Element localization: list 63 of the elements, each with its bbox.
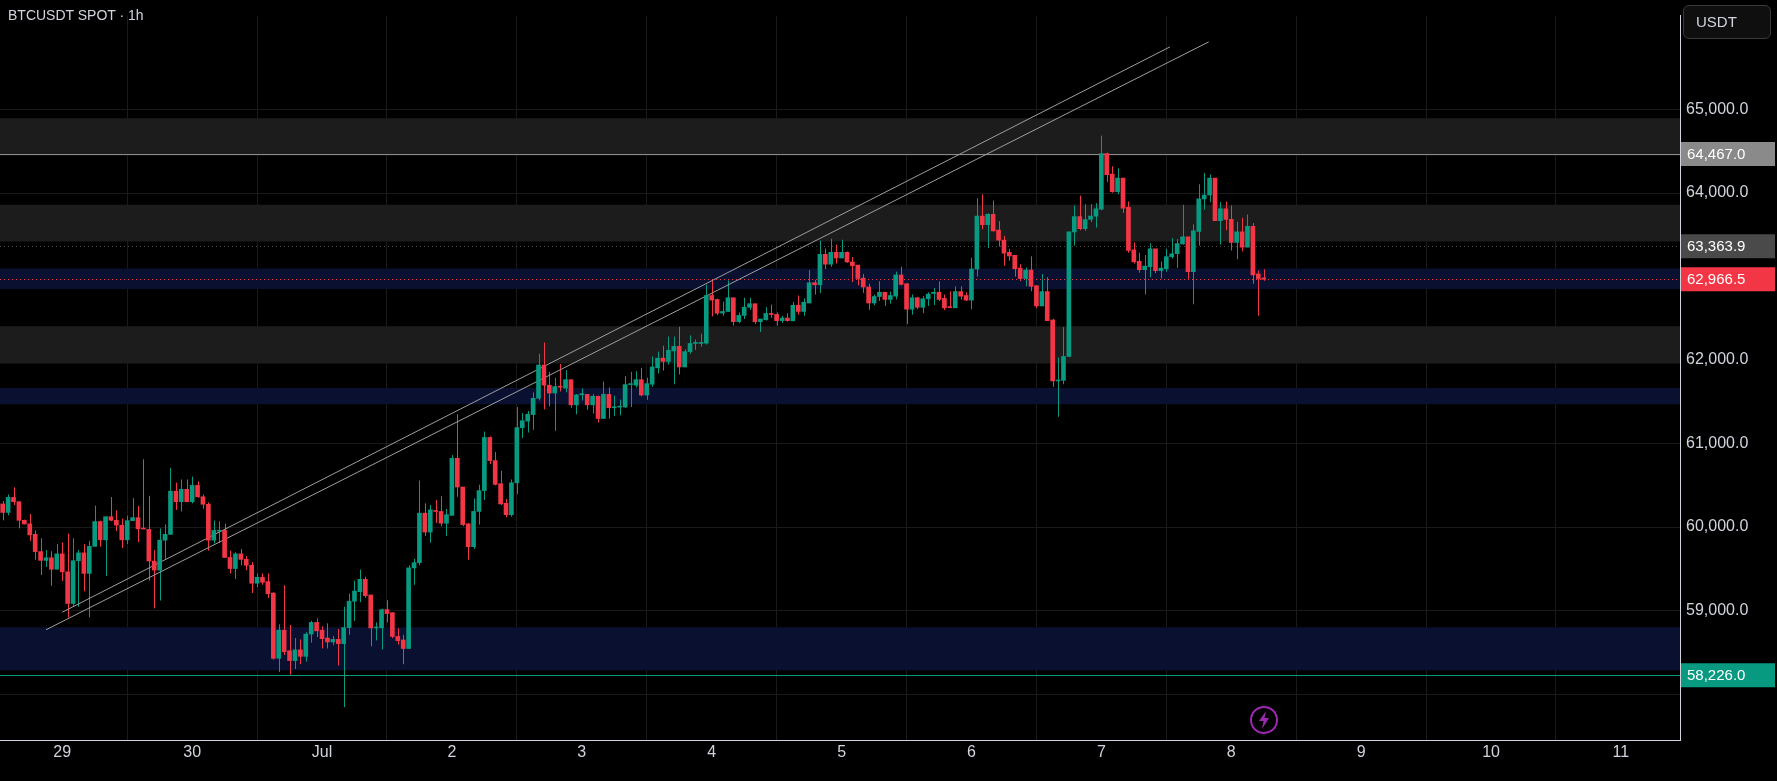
candlestick (49, 550, 54, 587)
ref-line-label: 64,467.0 (1687, 145, 1746, 163)
candlestick (909, 294, 915, 316)
ref-line-label: 63,363.9 (1687, 237, 1746, 255)
candlestick (639, 367, 644, 397)
candlestick (1023, 266, 1028, 287)
candlestick (676, 326, 682, 375)
candlestick (292, 637, 298, 670)
candlestick (590, 393, 595, 415)
candlestick (1218, 201, 1223, 246)
x-tick-label: 9 (1356, 743, 1366, 761)
candlestick (1201, 172, 1207, 211)
candlestick (557, 363, 563, 392)
ref-line-label: 62,966.5 (1687, 270, 1746, 288)
y-tick-label: 62,000.0 (1686, 350, 1749, 368)
candlestick (1071, 204, 1077, 247)
x-tick-label: 3 (577, 743, 587, 761)
ref-line-label: 58,226.0 (1687, 666, 1746, 684)
y-tick-label: 60,000.0 (1686, 517, 1749, 535)
candlestick (1245, 214, 1250, 248)
x-tick-label: Jul (311, 743, 333, 761)
candlestick (0, 500, 6, 521)
candlestick (1207, 173, 1212, 203)
y-tick-label: 61,000.0 (1686, 433, 1749, 451)
y-tick-label: 64,000.0 (1686, 183, 1749, 201)
candlestick (563, 369, 568, 393)
candlestick (119, 518, 125, 549)
candlestick (1077, 195, 1083, 231)
x-tick-label: 2 (447, 743, 457, 761)
candlestick (1234, 221, 1239, 260)
candlestick (1228, 204, 1234, 251)
candlestick (828, 238, 834, 268)
x-tick-label: 7 (1096, 743, 1106, 761)
x-tick-label: 29 (53, 743, 72, 761)
x-tick-label: 11 (1612, 743, 1630, 761)
candlestick (574, 393, 579, 415)
candlestick (985, 212, 991, 249)
x-tick-label: 30 (183, 743, 202, 761)
y-tick-label: 65,000.0 (1686, 99, 1749, 117)
candlestick (1136, 252, 1142, 274)
candlestick (298, 638, 303, 665)
candlestick (979, 193, 985, 230)
candlestick (1115, 167, 1120, 195)
candlestick (308, 620, 314, 644)
candlestick (303, 631, 309, 663)
x-tick-label: 5 (837, 743, 847, 761)
candlestick (795, 295, 801, 316)
candlestick (552, 377, 558, 432)
y-tick-label: 59,000.0 (1686, 600, 1749, 618)
candlestick (823, 247, 828, 270)
candlestick (1039, 273, 1045, 307)
x-tick-label: 10 (1482, 743, 1501, 761)
chart-title: BTCUSDT SPOT · 1h (8, 7, 144, 23)
candlestick (103, 516, 108, 577)
candlestick (233, 551, 238, 580)
x-tick-label: 8 (1226, 743, 1236, 761)
candlestick (1153, 248, 1158, 274)
y-axis-title: USDT (1683, 5, 1771, 39)
candlestick (151, 549, 157, 609)
x-tick-label: 4 (707, 743, 717, 761)
candlestick (866, 283, 871, 311)
candlestick (54, 543, 60, 570)
x-tick-label: 6 (967, 743, 977, 761)
